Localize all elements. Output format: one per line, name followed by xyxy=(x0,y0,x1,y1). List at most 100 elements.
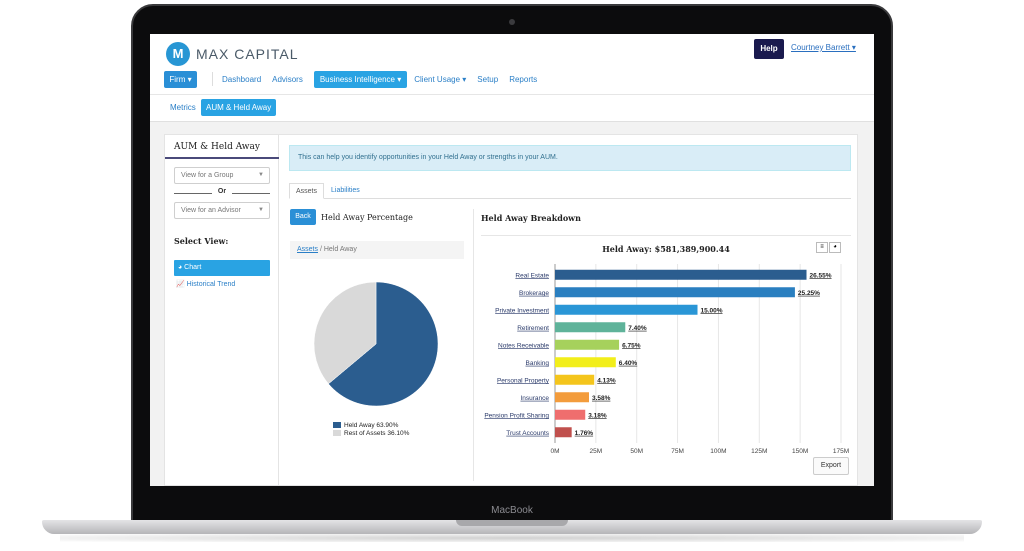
advisor-select[interactable]: View for an Advisor ▼ xyxy=(174,202,270,219)
bar-real-estate[interactable] xyxy=(555,269,807,280)
subnav-aum-held-away[interactable]: AUM & Held Away xyxy=(201,99,277,116)
nav-dashboard[interactable]: Dashboard xyxy=(222,74,262,84)
user-menu[interactable]: Courtney Barrett ▾ xyxy=(791,43,856,52)
bar-data-label: 7.40% xyxy=(628,325,647,332)
laptop-shadow xyxy=(60,534,964,542)
sub-nav: Metrics AUM & Held Away xyxy=(150,94,874,122)
bar-category-label[interactable]: Retirement xyxy=(517,325,549,332)
bar-data-label: 6.40% xyxy=(619,360,638,367)
bar-category-label[interactable]: Brokerage xyxy=(519,290,549,297)
bar-banking[interactable] xyxy=(555,357,616,368)
help-button[interactable]: Help xyxy=(754,39,784,59)
subnav-metrics[interactable]: Metrics xyxy=(170,103,196,112)
back-button[interactable]: Back xyxy=(290,209,316,225)
sidebar: AUM & Held Away View for a Group ▼ Or Vi… xyxy=(165,135,279,486)
advisor-select-value: View for an Advisor xyxy=(181,207,241,214)
bar-data-label: 3.18% xyxy=(588,412,607,419)
x-tick-label: 25M xyxy=(590,448,603,455)
bar-category-label[interactable]: Personal Property xyxy=(497,377,550,384)
laptop-base xyxy=(42,520,982,534)
bar-category-label[interactable]: Trust Accounts xyxy=(506,430,549,437)
bar-brokerage[interactable] xyxy=(555,287,795,298)
main-nav: Firm ▾ Dashboard Advisors Business Intel… xyxy=(164,70,548,88)
view-historical-trend-link[interactable]: 📈 Historical Trend xyxy=(176,281,236,288)
bar-pension-profit-sharing[interactable] xyxy=(555,409,586,420)
tab-liabilities[interactable]: Liabilities xyxy=(331,187,360,194)
content-panel: AUM & Held Away View for a Group ▼ Or Vi… xyxy=(164,134,858,486)
bar-notes-receivable[interactable] xyxy=(555,339,620,350)
logo-icon[interactable]: M xyxy=(166,42,190,66)
nav-advisors[interactable]: Advisors xyxy=(272,74,303,84)
or-divider: Or xyxy=(174,188,270,198)
bar-data-label: 25.25% xyxy=(798,290,820,297)
nav-reports[interactable]: Reports xyxy=(509,74,538,84)
x-tick-label: 50M xyxy=(630,448,643,455)
held-away-percentage-title: Held Away Percentage xyxy=(321,213,413,222)
firm-dropdown[interactable]: Firm ▾ xyxy=(164,70,197,88)
bar-data-label: 3.58% xyxy=(592,395,611,402)
bar-data-label: 26.55% xyxy=(810,272,832,279)
x-tick-label: 0M xyxy=(550,448,559,455)
info-alert: This can help you identify opportunities… xyxy=(289,145,851,171)
x-tick-label: 175M xyxy=(833,448,849,455)
tab-assets[interactable]: Assets xyxy=(289,183,325,199)
app-screen: M MAX CAPITAL Help Courtney Barrett ▾ Fi… xyxy=(150,34,874,486)
x-tick-label: 75M xyxy=(671,448,684,455)
bar-data-label: 4.13% xyxy=(597,377,616,384)
bar-chart-title: Held Away: $581,389,900.44 xyxy=(602,244,730,254)
laptop-notch xyxy=(456,520,568,526)
asset-tabs: Assets Liabilities xyxy=(289,183,851,199)
nav-setup[interactable]: Setup xyxy=(477,74,499,84)
legend-swatch xyxy=(333,422,341,428)
legend-item-rest: Rest of Assets 36.10% xyxy=(333,429,409,437)
x-tick-label: 100M xyxy=(710,448,726,455)
pie-legend: Held Away 63.90% Rest of Assets 36.10% xyxy=(333,421,409,437)
device-label: MacBook xyxy=(491,505,533,516)
nav-business-intelligence[interactable]: Business Intelligence ▾ xyxy=(313,70,408,88)
brand-name[interactable]: MAX CAPITAL xyxy=(196,46,299,62)
chevron-down-icon: ▼ xyxy=(258,207,264,213)
bar-category-label[interactable]: Insurance xyxy=(520,395,549,402)
bar-retirement[interactable] xyxy=(555,322,626,333)
nav-divider xyxy=(212,72,213,86)
legend-label: Held Away 63.90% xyxy=(344,421,399,429)
bar-insurance[interactable] xyxy=(555,392,589,403)
bar-chart: 0M 25M 50M 75M 100M 125M 150M 175M Real Estate 26… xyxy=(484,264,849,455)
sidebar-rule xyxy=(165,157,279,159)
bar-category-label[interactable]: Real Estate xyxy=(515,272,549,279)
nav-client-usage[interactable]: Client Usage ▾ xyxy=(414,74,467,84)
breadcrumb-current: Held Away xyxy=(323,246,357,253)
group-select[interactable]: View for a Group ▼ xyxy=(174,167,270,184)
pie-view-toggle-icon[interactable]: ◕ xyxy=(829,242,841,253)
sidebar-title: AUM & Held Away xyxy=(174,142,260,152)
bar-chart-area: Held Away: $581,389,900.44 ≡ ◕ 0M 25M 50M 7… xyxy=(481,235,851,457)
bar-view-toggle-icon[interactable]: ≡ xyxy=(816,242,828,253)
breadcrumb: Assets / Held Away xyxy=(290,241,464,259)
bar-personal-property[interactable] xyxy=(555,374,595,385)
bar-category-label[interactable]: Notes Receivable xyxy=(498,342,549,349)
breadcrumb-assets-link[interactable]: Assets xyxy=(297,246,319,253)
bar-data-label: 1.76% xyxy=(575,430,594,437)
camera xyxy=(509,19,515,25)
bar-category-label[interactable]: Private Investment xyxy=(495,307,549,314)
top-bar: M MAX CAPITAL Help Courtney Barrett ▾ Fi… xyxy=(150,34,874,94)
bar-trust-accounts[interactable] xyxy=(555,427,572,438)
panel-divider xyxy=(473,209,474,481)
select-view-heading: Select View: xyxy=(174,236,229,246)
bar-category-label[interactable]: Pension Profit Sharing xyxy=(484,412,549,419)
breadcrumb-separator: / xyxy=(319,246,322,253)
bar-private-investment[interactable] xyxy=(555,304,698,315)
view-chart-button[interactable]: ◕ Chart xyxy=(174,260,270,276)
bar-data-label: 6.75% xyxy=(622,342,641,349)
bar-category-label[interactable]: Banking xyxy=(526,360,550,367)
group-select-value: View for a Group xyxy=(181,172,234,179)
legend-swatch xyxy=(333,430,341,436)
x-tick-label: 125M xyxy=(751,448,767,455)
pie-slice-held-away[interactable] xyxy=(328,281,439,407)
legend-label: Rest of Assets 36.10% xyxy=(344,429,410,437)
pie-chart[interactable] xyxy=(312,280,440,408)
export-button[interactable]: Export xyxy=(813,457,849,475)
pie-slice-rest-of-assets[interactable] xyxy=(313,281,377,385)
x-tick-label: 150M xyxy=(792,448,808,455)
